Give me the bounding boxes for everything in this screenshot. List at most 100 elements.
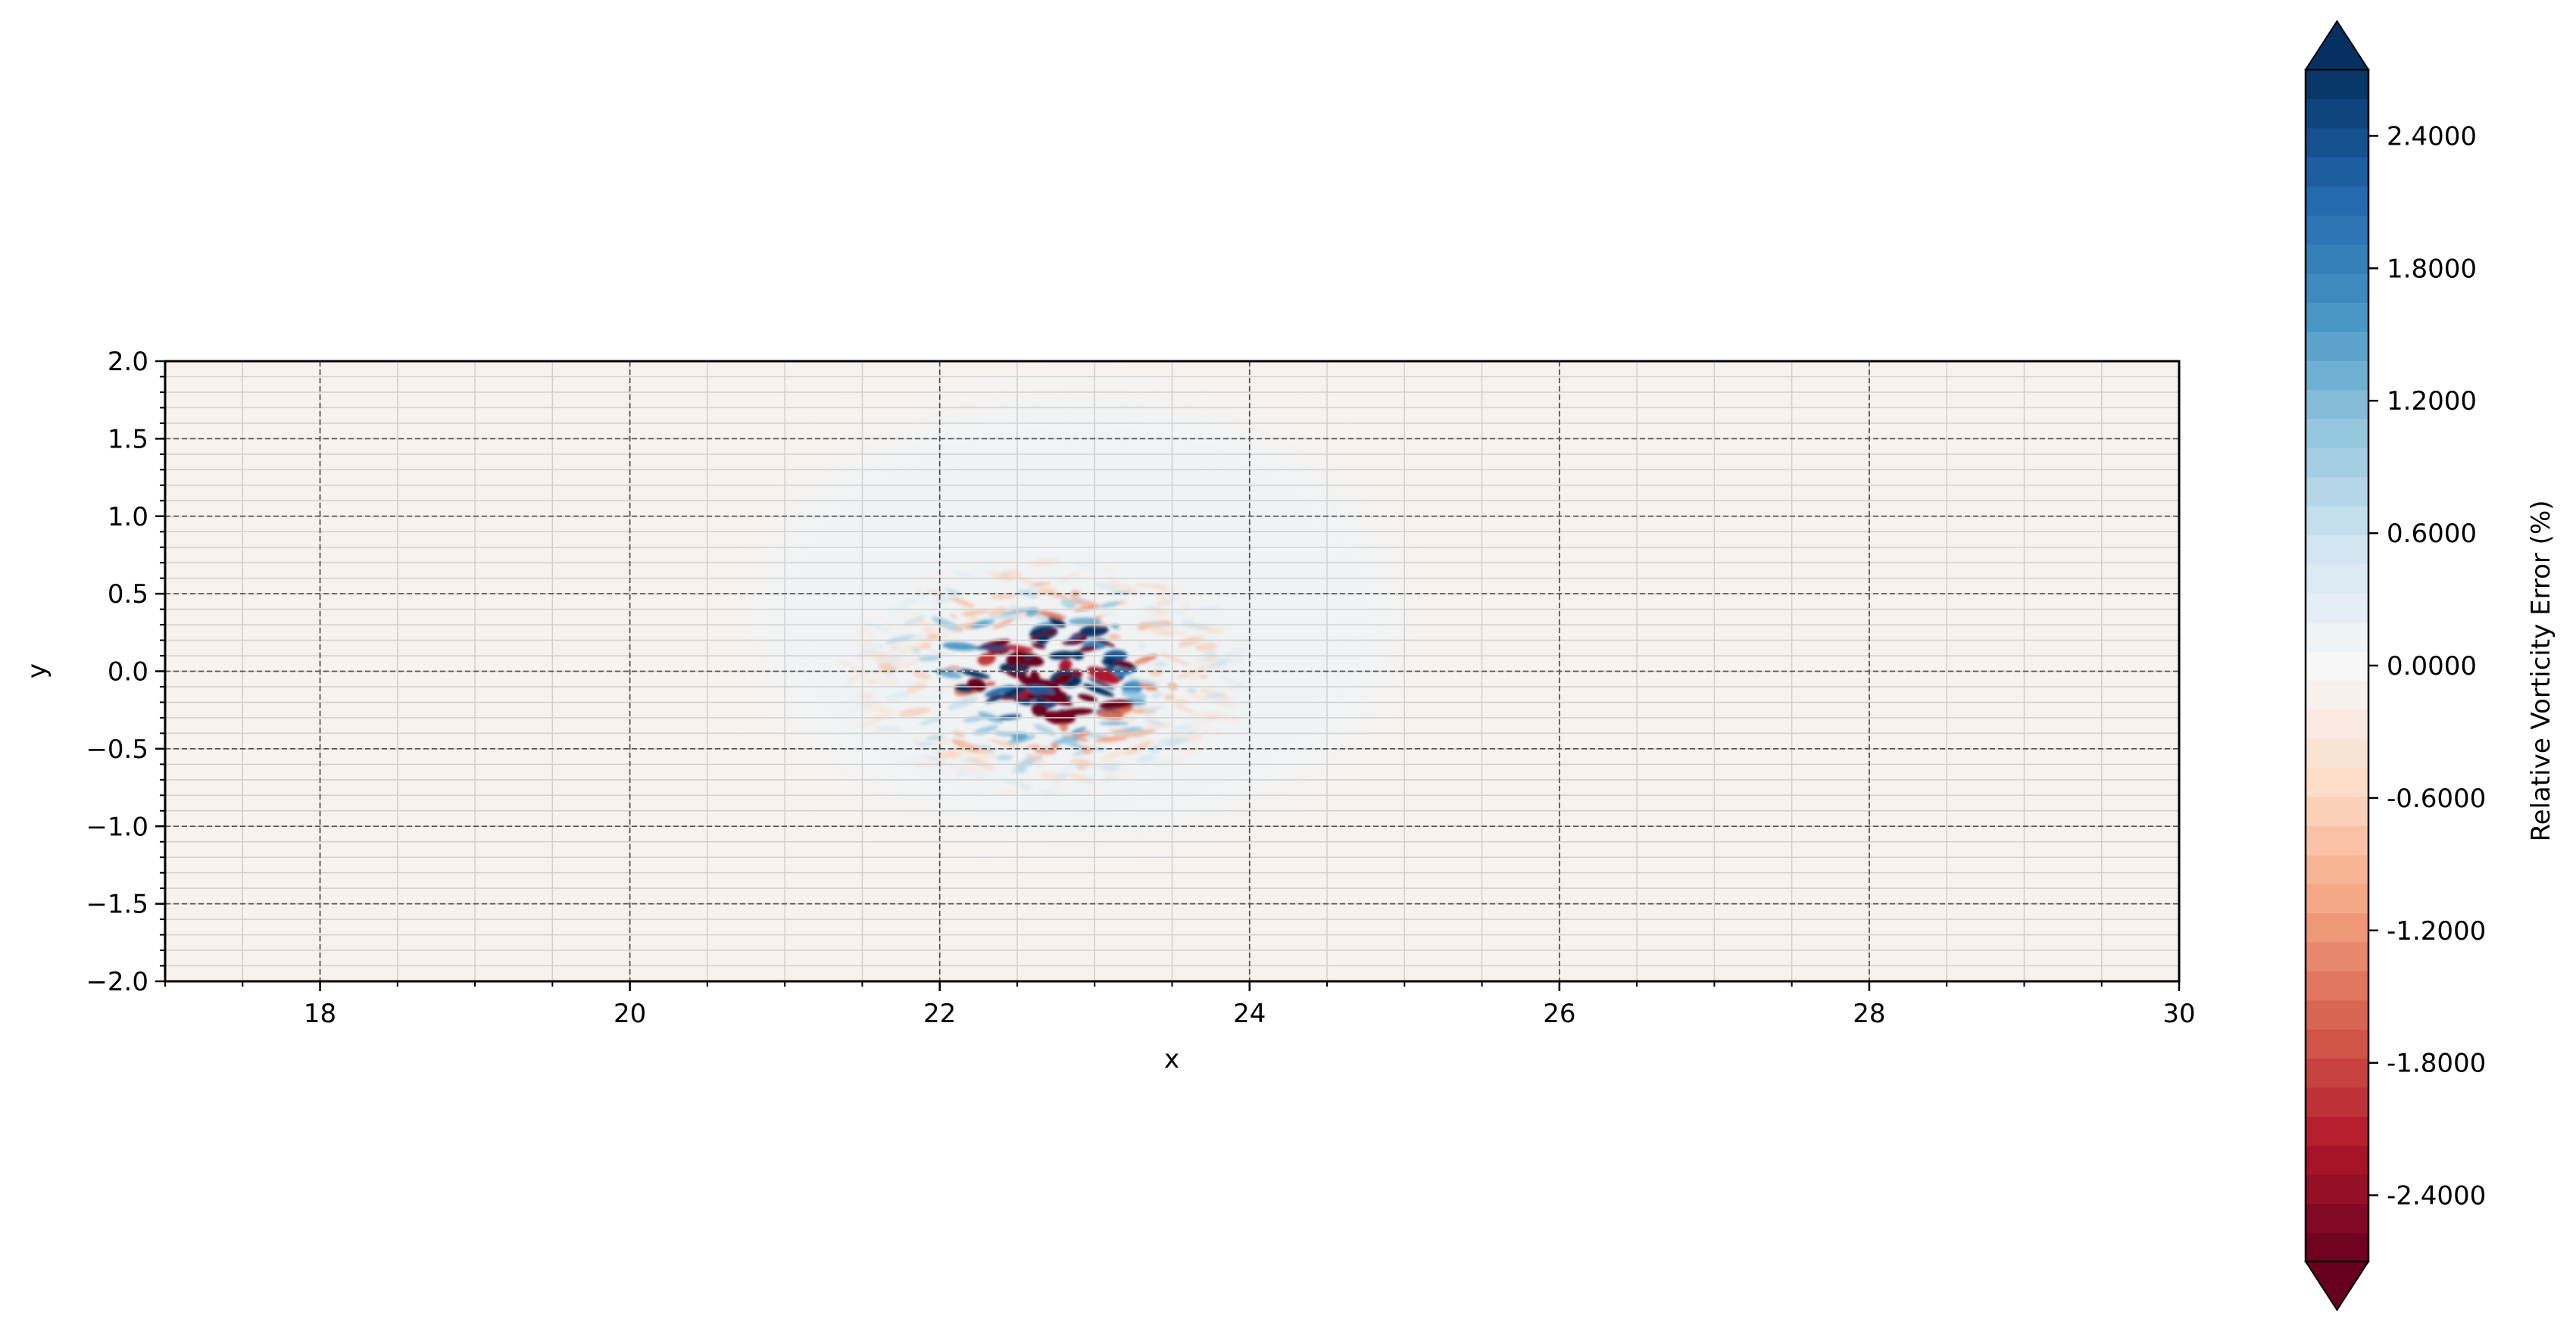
field-streak bbox=[955, 765, 988, 775]
field-streak bbox=[1214, 648, 1247, 661]
field-streak bbox=[1016, 765, 1027, 773]
field-streak bbox=[885, 635, 915, 644]
colorbar-tick-label: 1.2000 bbox=[2387, 386, 2477, 416]
colorbar-tick-label: -2.4000 bbox=[2387, 1181, 2486, 1211]
colorbar-tick-label: 1.8000 bbox=[2387, 254, 2477, 284]
y-tick-label: −1.5 bbox=[86, 890, 148, 920]
field-streak bbox=[995, 754, 1013, 761]
field-streak bbox=[912, 671, 931, 680]
colorbar-tick-label: -1.2000 bbox=[2387, 916, 2486, 946]
colorbar-band bbox=[2306, 214, 2368, 245]
field-streak bbox=[886, 691, 910, 701]
colorbar-band bbox=[2306, 535, 2368, 565]
field-streak bbox=[1098, 722, 1130, 725]
colorbar-band bbox=[2306, 186, 2368, 216]
colorbar-band bbox=[2306, 854, 2368, 884]
field-streak bbox=[933, 597, 953, 605]
colorbar-band bbox=[2306, 505, 2368, 536]
field-streak bbox=[1101, 747, 1131, 762]
y-tick-label: 0.0 bbox=[108, 657, 148, 688]
field-streak bbox=[1167, 756, 1190, 763]
field-streak bbox=[1144, 718, 1164, 727]
field-streak bbox=[1168, 610, 1188, 614]
y-tick-label: 1.0 bbox=[108, 502, 148, 532]
field-streak bbox=[1050, 784, 1063, 790]
field-streak bbox=[938, 744, 970, 759]
colorbar-tick-label: 0.6000 bbox=[2387, 519, 2477, 549]
field-streak bbox=[984, 685, 1015, 697]
field-streak bbox=[1186, 672, 1204, 681]
y-tick-label: 2.0 bbox=[108, 347, 148, 377]
field-streak bbox=[1194, 642, 1218, 651]
field-streak bbox=[1104, 611, 1115, 616]
field-streak bbox=[1230, 662, 1260, 671]
field-streak bbox=[1151, 582, 1162, 588]
field-streak bbox=[948, 697, 979, 709]
field-streak bbox=[1033, 724, 1057, 736]
colorbar-band bbox=[2306, 941, 2368, 971]
field-streak bbox=[854, 628, 875, 635]
colorbar-band bbox=[2306, 70, 2368, 100]
colorbar-band bbox=[2306, 389, 2368, 419]
x-tick-label: 26 bbox=[1543, 999, 1575, 1029]
field-streak bbox=[1181, 604, 1191, 609]
field-streak bbox=[989, 594, 1018, 600]
colorbar-band bbox=[2306, 360, 2368, 391]
field-streak bbox=[1066, 791, 1075, 796]
field-streak bbox=[1135, 754, 1157, 763]
field-streak bbox=[920, 578, 938, 585]
field-streak bbox=[1062, 641, 1080, 645]
field-streak bbox=[975, 753, 1000, 759]
field-streak bbox=[1075, 597, 1084, 604]
field-streak bbox=[963, 715, 987, 722]
colorbar-band bbox=[2306, 593, 2368, 623]
field-streak bbox=[974, 645, 1010, 650]
colorbar-band bbox=[2306, 447, 2368, 478]
field-streak bbox=[963, 771, 994, 780]
field-streak bbox=[1159, 626, 1191, 638]
field-streak bbox=[1025, 744, 1041, 749]
field-halo bbox=[754, 391, 1405, 842]
colorbar: 2.4000 1.8000 1.2000 0.6000 0.0000 -0.6000 -1.… bbox=[2304, 20, 2556, 1311]
field-streak bbox=[904, 616, 926, 626]
y-tick-label: 1.5 bbox=[108, 424, 148, 454]
colorbar-tick-label: -1.8000 bbox=[2387, 1049, 2486, 1079]
field-streak bbox=[1222, 638, 1254, 650]
field-streak bbox=[1032, 582, 1051, 586]
colorbar-tick-label: 0.0000 bbox=[2387, 651, 2477, 681]
field-streak bbox=[998, 714, 1022, 720]
field-streak bbox=[1098, 600, 1125, 608]
field-streak bbox=[1077, 694, 1098, 702]
field-streak bbox=[1187, 691, 1207, 702]
field-streak bbox=[1151, 767, 1183, 775]
field-streak bbox=[932, 739, 951, 746]
colorbar-bands bbox=[2306, 70, 2368, 1262]
field-streak bbox=[1039, 771, 1060, 778]
field-streak bbox=[1187, 688, 1197, 692]
colorbar-band bbox=[2306, 331, 2368, 361]
field-streak bbox=[1070, 727, 1087, 734]
colorbar-band bbox=[2306, 999, 2368, 1030]
x-tick-label: 28 bbox=[1853, 999, 1885, 1029]
colorbar-label: Relative Vorticity Error (%) bbox=[2526, 500, 2556, 841]
field-streak bbox=[912, 737, 921, 745]
colorbar-band bbox=[2306, 883, 2368, 914]
field-streak bbox=[1035, 614, 1051, 622]
field-streak bbox=[1141, 603, 1170, 613]
field-streak bbox=[1060, 735, 1079, 744]
halo-layer bbox=[754, 391, 1405, 842]
colorbar-band bbox=[2306, 796, 2368, 826]
field-streak bbox=[889, 645, 901, 650]
field-streak bbox=[1171, 724, 1194, 733]
field-streak bbox=[1173, 705, 1195, 714]
field-streak bbox=[914, 600, 930, 605]
colorbar-band bbox=[2306, 1232, 2368, 1262]
field-streak bbox=[950, 596, 976, 609]
field-streak bbox=[1059, 660, 1073, 672]
colorbar-band bbox=[2306, 1145, 2368, 1175]
colorbar-band bbox=[2306, 1203, 2368, 1233]
field-streak bbox=[1068, 617, 1103, 625]
field-streak bbox=[897, 641, 931, 653]
field-streak bbox=[1138, 643, 1147, 649]
